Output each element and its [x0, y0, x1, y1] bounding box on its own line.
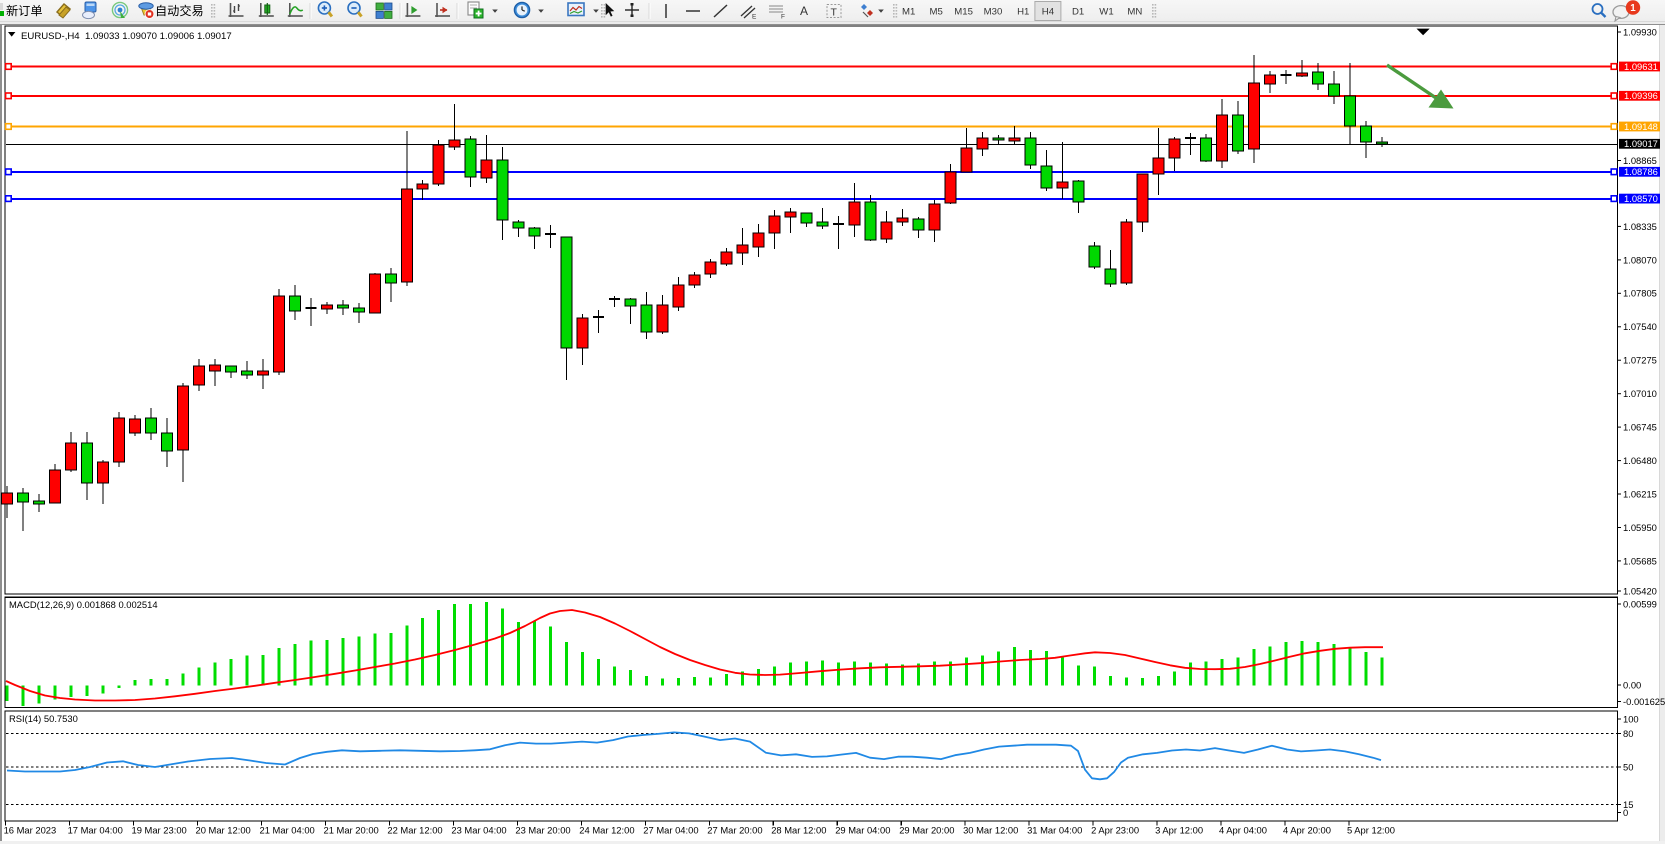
svg-text:1.05685: 1.05685	[1623, 555, 1657, 566]
svg-text:W1: W1	[1099, 7, 1113, 18]
svg-text:17 Mar 04:00: 17 Mar 04:00	[68, 825, 123, 836]
svg-text:E: E	[752, 14, 757, 21]
svg-text:1.09631: 1.09631	[1624, 61, 1658, 72]
svg-text:0: 0	[1623, 807, 1628, 818]
svg-text:27 Mar 20:00: 27 Mar 20:00	[707, 825, 762, 836]
svg-text:1.09148: 1.09148	[1624, 121, 1658, 132]
svg-text:24 Mar 12:00: 24 Mar 12:00	[579, 825, 634, 836]
svg-text:2 Apr 23:00: 2 Apr 23:00	[1091, 825, 1139, 836]
svg-text:29 Mar 04:00: 29 Mar 04:00	[835, 825, 890, 836]
svg-text:RSI(14) 50.7530: RSI(14) 50.7530	[9, 713, 78, 724]
svg-text:1.09396: 1.09396	[1624, 90, 1658, 101]
svg-text:1.08786: 1.08786	[1624, 166, 1658, 177]
svg-text:1.09930: 1.09930	[1623, 26, 1657, 37]
svg-text:1.06215: 1.06215	[1623, 488, 1657, 499]
svg-text:新订单: 新订单	[6, 3, 43, 18]
svg-text:1.05420: 1.05420	[1623, 585, 1657, 596]
svg-text:H1: H1	[1017, 7, 1029, 18]
svg-text:-0.001625: -0.001625	[1623, 696, 1665, 707]
svg-text:MN: MN	[1127, 7, 1142, 18]
svg-text:23 Mar 04:00: 23 Mar 04:00	[451, 825, 506, 836]
svg-text:5 Apr 12:00: 5 Apr 12:00	[1347, 825, 1395, 836]
svg-text:1.09017: 1.09017	[1624, 138, 1658, 149]
svg-text:20 Mar 12:00: 20 Mar 12:00	[196, 825, 251, 836]
svg-text:1.05950: 1.05950	[1623, 522, 1657, 533]
svg-text:1.07275: 1.07275	[1623, 355, 1657, 366]
svg-text:27 Mar 04:00: 27 Mar 04:00	[643, 825, 698, 836]
svg-text:21 Mar 20:00: 21 Mar 20:00	[324, 825, 379, 836]
svg-text:1.06745: 1.06745	[1623, 422, 1657, 433]
svg-text:D1: D1	[1072, 7, 1084, 18]
svg-text:28 Mar 12:00: 28 Mar 12:00	[771, 825, 826, 836]
svg-text:1.06480: 1.06480	[1623, 455, 1657, 466]
svg-text:22 Mar 12:00: 22 Mar 12:00	[387, 825, 442, 836]
svg-text:50: 50	[1623, 761, 1633, 772]
svg-text:M5: M5	[930, 7, 943, 18]
svg-text:15: 15	[1623, 799, 1633, 810]
svg-text:1.08070: 1.08070	[1623, 254, 1657, 265]
svg-text:4 Apr 04:00: 4 Apr 04:00	[1219, 825, 1267, 836]
svg-text:1: 1	[1630, 3, 1636, 14]
svg-text:自动交易: 自动交易	[155, 3, 204, 18]
svg-text:H4: H4	[1042, 7, 1055, 18]
svg-text:1.07540: 1.07540	[1623, 321, 1657, 332]
svg-text:23 Mar 20:00: 23 Mar 20:00	[515, 825, 570, 836]
svg-text:0.00599: 0.00599	[1623, 598, 1657, 609]
svg-text:29 Mar 20:00: 29 Mar 20:00	[899, 825, 954, 836]
svg-text:M15: M15	[954, 7, 973, 18]
svg-text:16 Mar 2023: 16 Mar 2023	[4, 825, 57, 836]
svg-text:1.07010: 1.07010	[1623, 388, 1657, 399]
svg-text:T: T	[831, 6, 838, 18]
svg-text:1.08865: 1.08865	[1623, 155, 1657, 166]
svg-text:31 Mar 04:00: 31 Mar 04:00	[1027, 825, 1082, 836]
svg-text:A: A	[800, 4, 808, 18]
svg-text:21 Mar 04:00: 21 Mar 04:00	[260, 825, 315, 836]
svg-text:M30: M30	[984, 7, 1003, 18]
svg-text:30 Mar 12:00: 30 Mar 12:00	[963, 825, 1018, 836]
svg-text:100: 100	[1623, 713, 1639, 724]
svg-text:3 Apr 12:00: 3 Apr 12:00	[1155, 825, 1203, 836]
svg-text:1.07805: 1.07805	[1623, 288, 1657, 299]
svg-text:EURUSD-,H4 1.09033 1.09070 1.: EURUSD-,H4 1.09033 1.09070 1.09006 1.090…	[21, 31, 232, 42]
svg-text:1.08335: 1.08335	[1623, 221, 1657, 232]
svg-text:19 Mar 23:00: 19 Mar 23:00	[132, 825, 187, 836]
svg-text:M1: M1	[902, 7, 915, 18]
svg-text:MACD(12,26,9) 0.001868 0.00251: MACD(12,26,9) 0.001868 0.002514	[9, 599, 158, 610]
svg-text:80: 80	[1623, 728, 1633, 739]
svg-text:0.00: 0.00	[1623, 679, 1641, 690]
svg-text:4 Apr 20:00: 4 Apr 20:00	[1283, 825, 1331, 836]
svg-text:1.08570: 1.08570	[1624, 193, 1658, 204]
svg-text:F: F	[781, 14, 785, 21]
